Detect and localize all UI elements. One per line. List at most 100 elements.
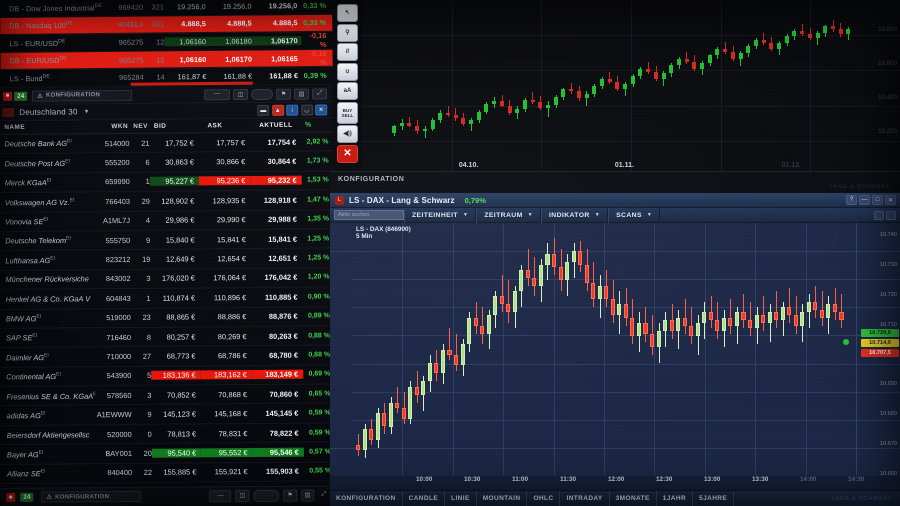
footer-item-linie[interactable]: LINIE — [445, 490, 477, 506]
stock-nev: 9 — [147, 409, 152, 419]
copy-button[interactable]: ▤ — [294, 88, 310, 100]
gridline-vertical — [654, 223, 656, 476]
footer-item-3monate[interactable]: 3MONATE — [610, 490, 657, 506]
table-row[interactable]: BMW AGEI 519000 23 88,865 € 88,886 € 88,876 €… — [0, 306, 334, 329]
stock-name: Volkswagen AG Vz.EI — [4, 197, 75, 208]
help-button[interactable]: ? — [846, 195, 857, 205]
resize-handle[interactable]: ⤢ — [321, 491, 327, 498]
menu-item-scans[interactable]: SCANS ▼ — [608, 207, 661, 223]
stock-wkn: 519000 — [106, 313, 131, 323]
settings-button[interactable] — [874, 210, 884, 220]
title-bar-buttons: ? — □ ✕ — [846, 195, 900, 205]
close-button[interactable]: ✕ — [885, 195, 896, 205]
index-ticker-panel: DB - Dow Jones IndustrialDE 969420 321 19.2… — [0, 0, 333, 90]
date-axis: 04.10. 01.11. 01.12. — [362, 162, 900, 172]
resize-handle[interactable]: ⤢ — [312, 87, 328, 100]
konfiguration-button[interactable]: ⚠ KONFIGURATION — [32, 89, 133, 102]
table-row[interactable]: Daimler AGEI 710000 27 68,773 € 68,786 € 68,7… — [0, 345, 335, 368]
gridline-vertical — [631, 0, 632, 176]
table-row[interactable]: Fresenius SE & Co. KGaAE 578560 3 70,852 € 7… — [0, 384, 335, 407]
stock-wkn: 604843 — [105, 293, 131, 303]
flag-button[interactable]: ⚑ — [276, 88, 292, 100]
curve-icon[interactable]: ∪ — [337, 62, 358, 81]
parallel-lines-icon[interactable]: // — [337, 43, 358, 61]
stock-wkn: 823212 — [105, 254, 131, 265]
page-button[interactable]: ▤ — [300, 489, 315, 502]
table-row[interactable]: Deutsche TelekomEI 555750 9 15,840 € 15,841 … — [0, 229, 334, 252]
flag-button[interactable]: ⚑ — [283, 489, 297, 502]
table-row[interactable]: Münchener Rückversiche 843002 3 176,020 € 17… — [0, 268, 334, 291]
search-input[interactable]: Aktie suchen — [334, 210, 404, 220]
table-row[interactable]: Deutsche Post AGEI 555200 6 30,863 € 30,866 … — [0, 151, 333, 174]
chart-plot-area[interactable]: LS - DAX (846900) 5 Min — [330, 223, 900, 476]
table-row[interactable]: Beiersdorf Aktiengesellsc 520000 0 78,813 €… — [0, 423, 335, 446]
maximize-button[interactable]: □ — [872, 195, 883, 205]
stock-bid: 176,020 € — [161, 273, 195, 284]
table-row[interactable]: Volkswagen AG Vz.EI 766403 29 128,902 € 128,… — [0, 190, 333, 213]
footer-item-mountain[interactable]: MOUNTAIN — [477, 490, 528, 506]
time-axis: 10:00 10:30 11:00 11:30 12:00 12:30 13:00 13:30… — [330, 476, 864, 490]
cursor-icon[interactable]: ↖ — [337, 4, 358, 22]
stock-aktuell: 183,149 € — [251, 369, 304, 380]
price-axis: 10.800 10.600 10.400 10.200 — [857, 0, 897, 176]
gridline-vertical — [553, 223, 555, 476]
footer-item-ohlc[interactable]: OHLC — [527, 490, 561, 506]
stock-wkn: 659990 — [105, 177, 130, 187]
table-row[interactable]: Henkel AG & Co. KGaA V 604843 1 110,874 € 11… — [0, 287, 334, 310]
chart-menu-bar: Aktie suchen ZEITEINHEIT ▼ ZEITRAUM ▼ INDIKA… — [330, 207, 900, 223]
index-change-percent: -0,16 % — [309, 48, 327, 68]
info-button[interactable]: i — [286, 104, 299, 116]
menu-item-zeiteinheit[interactable]: ZEITEINHEIT ▼ — [404, 207, 477, 223]
table-row[interactable]: Bayer AGEI BAY001 20 95,540 €95,552 €95,546… — [0, 442, 335, 465]
daily-candlestick-chart[interactable]: 04.10. 01.11. 01.12. 10.800 10.600 10.400 10.… — [362, 0, 900, 176]
table-row[interactable]: Merck KGaAEI 659990 1 95,227 €95,236 €95,23… — [0, 171, 333, 194]
grid-button[interactable]: ◫ — [235, 489, 250, 502]
chevron-down-icon[interactable]: ▼ — [83, 108, 90, 115]
footer-item-intraday[interactable]: INTRADAY — [560, 490, 610, 506]
fullscreen-button[interactable] — [886, 210, 896, 220]
table-row[interactable]: Vonovia SEEI A1ML7J 4 29,986 € 29,990 € 29,98… — [0, 209, 334, 232]
table-row[interactable]: Continental AGEI 543900 5 183,136 €183,162 … — [0, 365, 335, 388]
chevron-down-icon[interactable]: ▼ — [646, 212, 653, 218]
magnifier-icon[interactable]: ⚲ — [337, 23, 358, 42]
pill-toggle[interactable] — [251, 88, 274, 100]
footer-item-1jahr[interactable]: 1JAHR — [657, 490, 694, 506]
minus-button[interactable]: — — [209, 489, 232, 502]
table-row[interactable]: SAP SEEI 716460 8 80,257 €80,269 €80,263 €0… — [0, 326, 335, 349]
close-button[interactable]: ✕ — [315, 104, 328, 116]
minimize-button[interactable]: — — [859, 195, 870, 205]
konfiguration-button[interactable]: ⚠ KONFIGURATION — [41, 490, 142, 503]
footer-item-candle[interactable]: CANDLE — [403, 490, 446, 506]
speaker-icon[interactable]: ◀)) — [337, 125, 358, 143]
expand-button[interactable]: ▬ — [257, 104, 270, 116]
gridline-vertical — [805, 223, 807, 476]
stock-bid: 80,257 € — [166, 332, 196, 342]
pill-toggle[interactable] — [253, 489, 280, 502]
popout-button[interactable]: ◡ — [300, 104, 313, 116]
close-icon[interactable]: ✕ — [337, 144, 358, 163]
footer-item-konfiguration[interactable]: KONFIGURATION — [330, 490, 403, 506]
chevron-down-icon[interactable]: ▼ — [462, 212, 469, 218]
time-tick-label: 12:30 — [656, 476, 673, 483]
konfiguration-label[interactable]: KONFIGURATION — [338, 176, 405, 183]
stock-ask: 128,935 € — [212, 195, 246, 206]
restore-button[interactable]: ◫ — [233, 88, 249, 100]
menu-item-zeitraum[interactable]: ZEITRAUM ▼ — [476, 207, 541, 223]
price-axis[interactable]: 10.74010.73010.72010.71010.70010.69010.6… — [843, 223, 900, 477]
index-change-percent: 0,39 % — [303, 71, 327, 81]
alert-icon[interactable]: ▲ — [271, 104, 284, 116]
minimize-button[interactable]: — — [204, 88, 231, 100]
footer-item-5jahre[interactable]: 5JAHRE — [693, 490, 735, 506]
chevron-down-icon[interactable]: ▼ — [594, 212, 601, 218]
chart-grid — [362, 0, 900, 176]
instrument-selector-row[interactable]: Deutschland 30 ▼ ▬ ▲ i ◡ ✕ — [0, 102, 333, 121]
menu-item-label: ZEITEINHEIT — [412, 211, 458, 219]
table-row[interactable]: Allianz SEEI 840400 22 155,885 € 155,921 € 15… — [0, 462, 336, 485]
text-size-icon[interactable]: aA — [337, 82, 358, 100]
table-row[interactable]: Lufthansa AGEI 823212 19 12,649 € 12,654 € 12… — [0, 248, 334, 271]
table-row[interactable]: Deutsche Bank AGEI 514000 21 17,752 € 17,757… — [0, 132, 333, 155]
table-row[interactable]: adidas AGEI A1EWWW 9 145,123 € 145,168 € 145,… — [0, 403, 335, 426]
menu-item-indikator[interactable]: INDIKATOR ▼ — [541, 207, 609, 223]
chevron-down-icon[interactable]: ▼ — [527, 212, 533, 218]
